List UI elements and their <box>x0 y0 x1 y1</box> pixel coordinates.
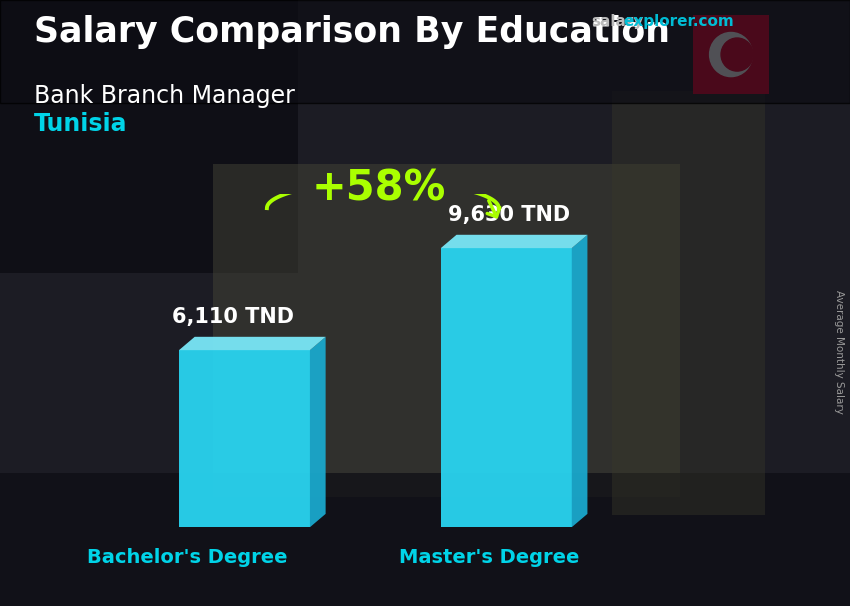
Polygon shape <box>179 337 326 350</box>
FancyBboxPatch shape <box>0 0 850 103</box>
Text: explorer.com: explorer.com <box>623 14 734 29</box>
Text: +58%: +58% <box>312 168 446 210</box>
Circle shape <box>721 38 753 71</box>
Polygon shape <box>310 337 326 527</box>
FancyBboxPatch shape <box>612 91 765 515</box>
Polygon shape <box>441 235 587 248</box>
Circle shape <box>710 33 752 76</box>
Text: 6,110 TND: 6,110 TND <box>172 307 293 327</box>
Text: ★: ★ <box>740 48 751 61</box>
Text: Tunisia: Tunisia <box>34 112 127 136</box>
Text: Salary Comparison By Education: Salary Comparison By Education <box>34 15 670 49</box>
Text: salary: salary <box>591 14 643 29</box>
FancyBboxPatch shape <box>0 473 850 606</box>
Text: Average Monthly Salary: Average Monthly Salary <box>834 290 844 413</box>
FancyBboxPatch shape <box>691 13 771 96</box>
Polygon shape <box>179 350 310 527</box>
FancyBboxPatch shape <box>0 0 298 273</box>
Polygon shape <box>572 235 587 527</box>
Text: 9,630 TND: 9,630 TND <box>448 205 570 225</box>
Polygon shape <box>441 248 572 527</box>
Text: Master's Degree: Master's Degree <box>399 548 579 567</box>
Text: Bank Branch Manager: Bank Branch Manager <box>34 84 295 108</box>
Text: Bachelor's Degree: Bachelor's Degree <box>87 548 287 567</box>
FancyBboxPatch shape <box>212 164 680 497</box>
